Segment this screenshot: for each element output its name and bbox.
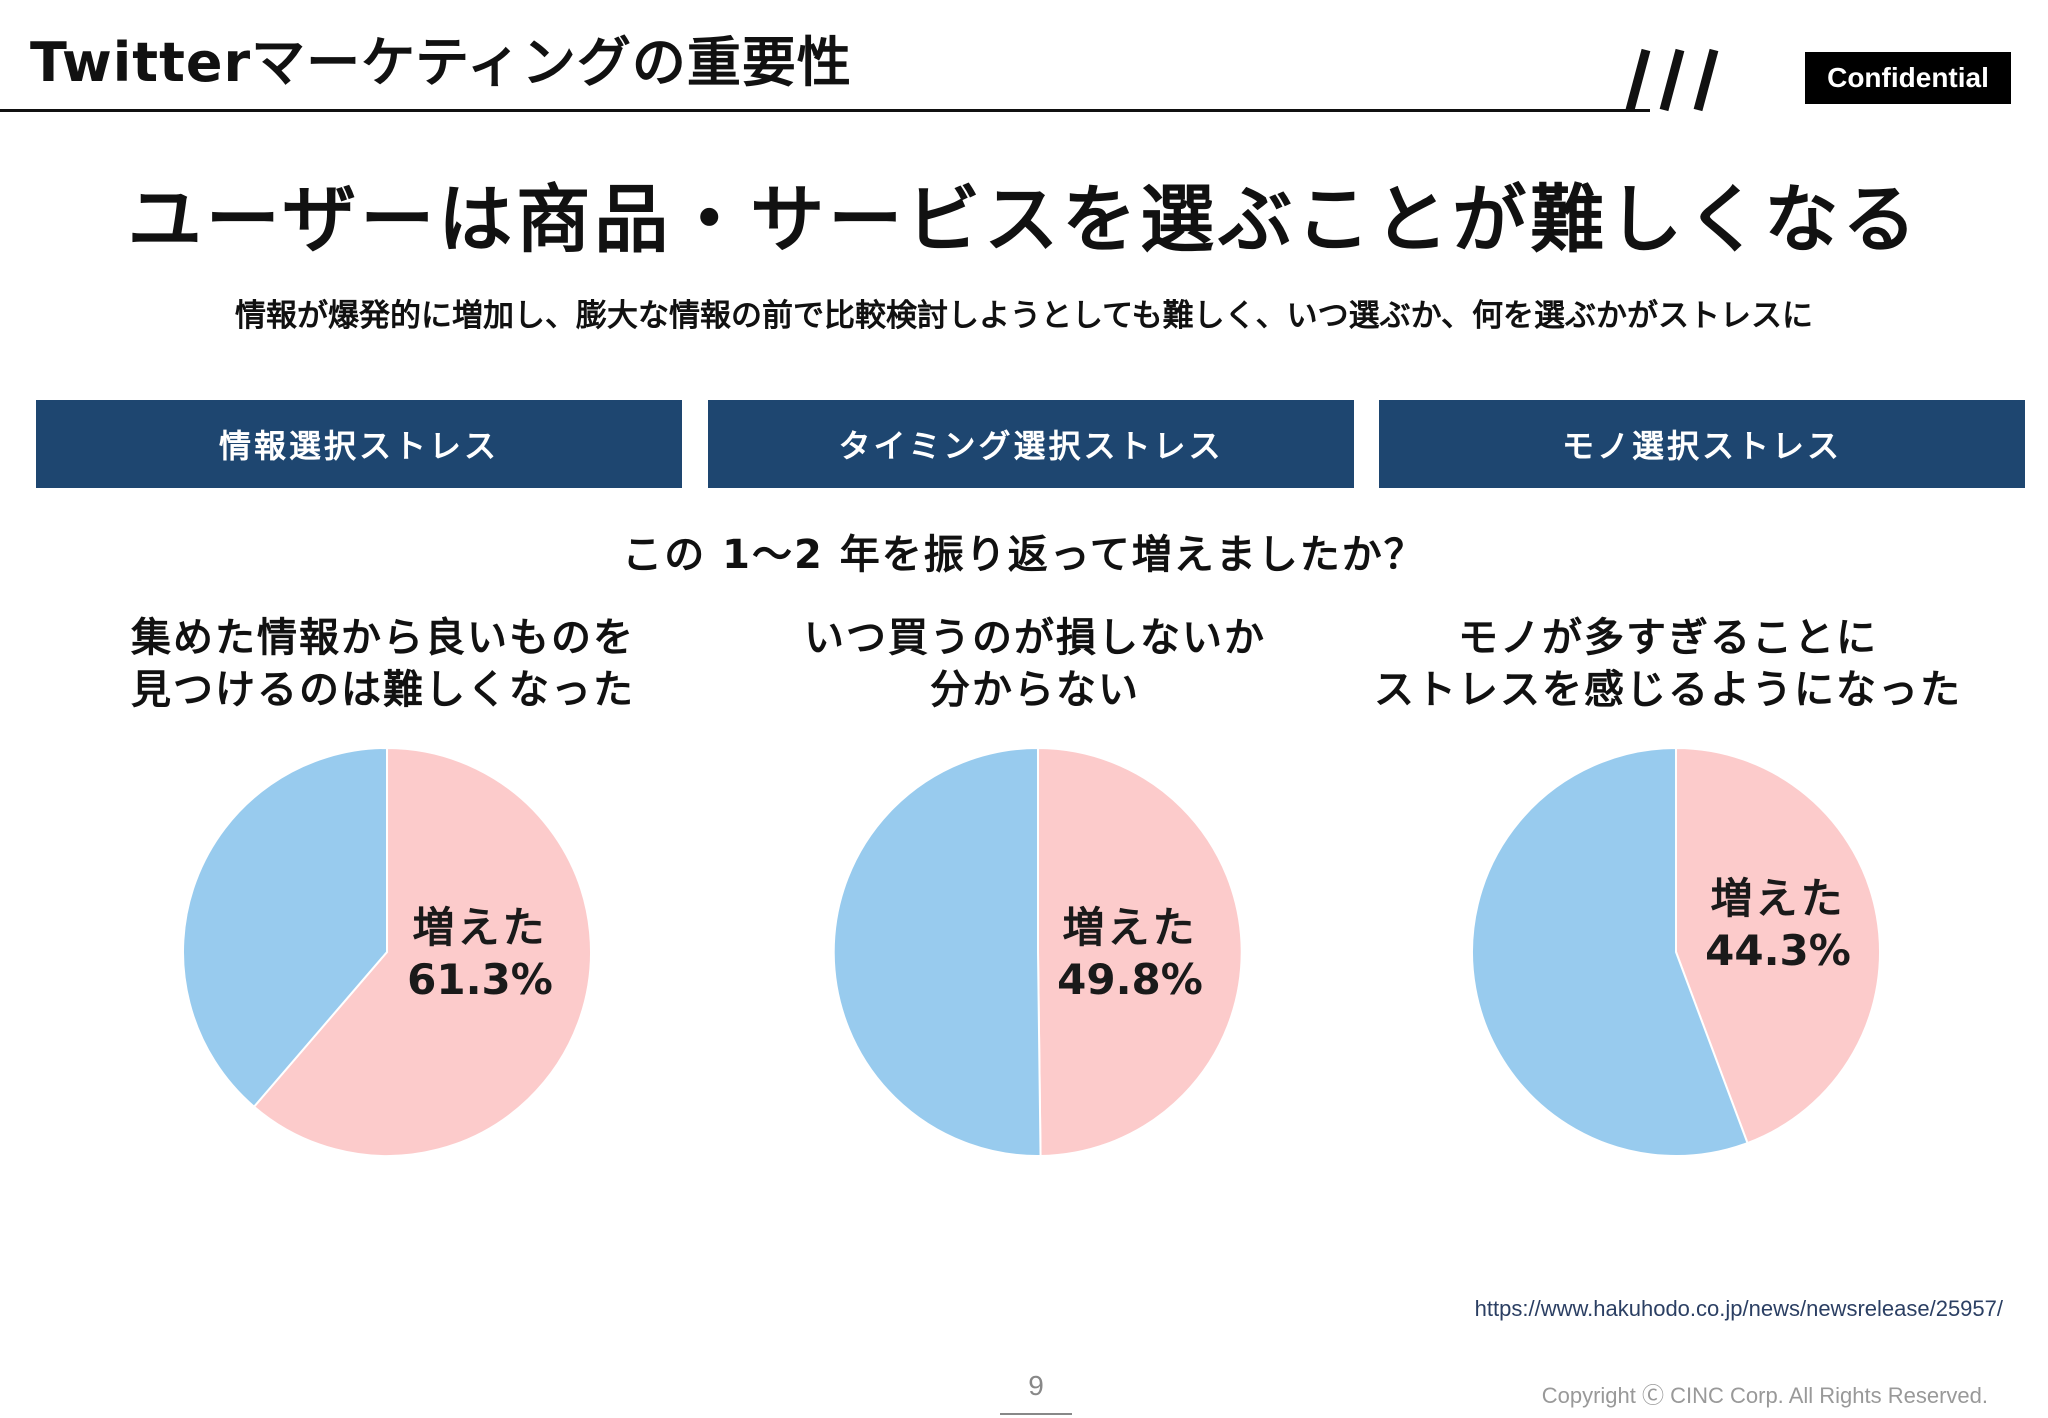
pie-2-slice-2: [832, 746, 1042, 1157]
pie-title-3: モノが多すぎることに ストレスを感じるようになった: [1348, 612, 1988, 716]
survey-question: この 1〜2 年を振り返って増えましたか？: [622, 532, 1426, 578]
pie-title-3-line-1: モノが多すぎることに: [1458, 615, 1878, 661]
slash-logo-icon: [1625, 48, 1719, 112]
pie-title-1-line-1: 集めた情報から良いものを: [131, 615, 635, 661]
source-link[interactable]: https://www.hakuhodo.co.jp/news/newsrele…: [1474, 1296, 2003, 1321]
header-title: Twitterマーケティングの重要性: [30, 31, 852, 94]
pie-title-2: いつ買うのが損しないか 分からない: [715, 612, 1355, 716]
pie-3-slice-1: [1675, 746, 1882, 1145]
pie-title-3-line-2: ストレスを感じるようになった: [1374, 667, 1962, 713]
page-number: 9: [1028, 1370, 1044, 1401]
pie-title-1: 集めた情報から良いものを 見つけるのは難しくなった: [63, 612, 703, 716]
pie-1-slice-2: [182, 746, 388, 1109]
main-title: ユーザーは商品・サービスを選ぶことが難しくなる: [127, 177, 1921, 263]
pie-title-2-line-2: 分からない: [930, 667, 1140, 713]
pie-2-slice-1: [1037, 746, 1243, 1157]
category-info-selection-stress: 情報選択ストレス: [36, 400, 682, 488]
header-divider: [0, 109, 1650, 112]
pie-1-data-value: 61.3%: [407, 955, 553, 1004]
confidential-badge: Confidential: [1805, 52, 2011, 104]
pie-1-data-label: 増えた: [412, 903, 547, 952]
pie-3-data-value: 44.3%: [1705, 926, 1851, 975]
category-product-selection-stress: モノ選択ストレス: [1379, 400, 2025, 488]
pie-3-data-label: 増えた: [1710, 874, 1845, 923]
page-number-underline: [1000, 1413, 1072, 1415]
pie-title-2-line-1: いつ買うのが損しないか: [804, 615, 1266, 661]
pie-2-data-value: 49.8%: [1057, 955, 1203, 1004]
pie-3-slice-2: [1471, 746, 1749, 1157]
subtitle: 情報が爆発的に増加し、膨大な情報の前で比較検討しようとしても難しく、いつ選ぶか、…: [235, 298, 1813, 334]
pie-1-slice-1: [252, 746, 592, 1157]
category-timing-selection-stress: タイミング選択ストレス: [708, 400, 1354, 488]
pie-title-1-line-2: 見つけるのは難しくなった: [131, 667, 635, 713]
copyright: Copyright Ⓒ CINC Corp. All Rights Reserv…: [1541, 1383, 1988, 1408]
pie-2-data-label: 増えた: [1062, 903, 1197, 952]
